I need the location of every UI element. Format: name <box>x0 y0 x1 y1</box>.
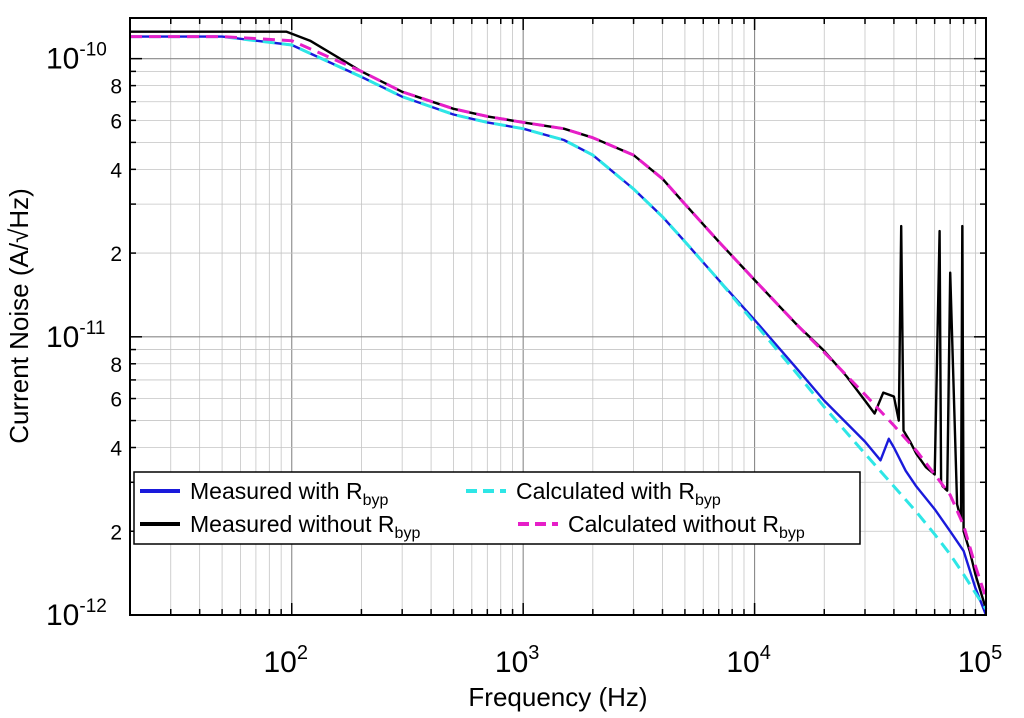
y-minor-tick-label: 4 <box>110 159 122 182</box>
legend-label: Calculated without Rbyp <box>568 511 805 542</box>
x-tick-label-exponent: 3 <box>528 642 539 664</box>
x-tick-label: 104 <box>726 642 771 679</box>
legend-label-subscript: byp <box>395 525 421 542</box>
y-minor-tick-label: 8 <box>110 354 122 377</box>
x-tick-label-base: 10 <box>495 646 528 679</box>
y-tick-label-base: 10 <box>46 321 79 354</box>
y-tick-label-exponent: -10 <box>79 40 106 61</box>
plot-frame <box>129 17 987 616</box>
y-tick-label: 10-10 <box>46 40 107 76</box>
x-tick-label: 103 <box>495 642 540 679</box>
y-tick-label-exponent: -12 <box>79 596 106 617</box>
legend-label-subscript: byp <box>363 492 389 509</box>
x-tick-label-base: 10 <box>726 646 759 679</box>
series-line-calculated-without-r-byp <box>130 35 988 599</box>
x-tick-label-exponent: 5 <box>991 642 1002 664</box>
y-tick-label-base: 10 <box>46 599 79 632</box>
y-minor-tick-label: 8 <box>110 76 122 99</box>
y-minor-tick-label: 6 <box>110 110 122 133</box>
legend-label: Measured without Rbyp <box>190 511 420 542</box>
x-axis-title: Frequency (Hz) <box>468 682 647 712</box>
series-layer <box>130 30 988 616</box>
y-axis-title: Current Noise (A/√Hz) <box>4 188 34 444</box>
legend-label-subscript: byp <box>695 492 721 509</box>
x-tick-label-exponent: 2 <box>297 642 308 664</box>
y-tick-label-exponent: -11 <box>79 318 105 339</box>
x-tick-label: 102 <box>264 642 309 679</box>
y-minor-tick-label: 2 <box>110 521 122 544</box>
legend-box <box>133 471 861 545</box>
y-minor-tick-label: 4 <box>110 438 122 461</box>
y-tick-label: 10-12 <box>46 596 107 632</box>
legend-label-main: Calculated without R <box>568 511 779 537</box>
y-minor-tick-label: 6 <box>110 389 122 412</box>
x-tick-label-base: 10 <box>958 646 991 679</box>
x-tick-label: 105 <box>958 642 1003 679</box>
x-tick-label-base: 10 <box>264 646 297 679</box>
legend-label: Measured with Rbyp <box>190 478 388 509</box>
y-tick-label: 10-11 <box>46 318 105 354</box>
series-line-measured-without-r-byp <box>130 30 988 610</box>
legend: Measured with Rbyp Calculated with RbypMe… <box>133 471 861 545</box>
legend-label: Calculated with Rbyp <box>516 478 721 509</box>
legend-label-main: Measured without R <box>190 511 395 537</box>
y-minor-tick-label: 2 <box>110 243 122 266</box>
series-line-calculated-with-r-byp <box>130 35 988 610</box>
y-tick-label-base: 10 <box>46 43 79 76</box>
legend-label-main: Calculated with R <box>516 478 695 504</box>
legend-label-subscript: byp <box>779 525 805 542</box>
x-tick-label-exponent: 4 <box>760 642 771 664</box>
legend-label-main: Measured with R <box>190 478 363 504</box>
